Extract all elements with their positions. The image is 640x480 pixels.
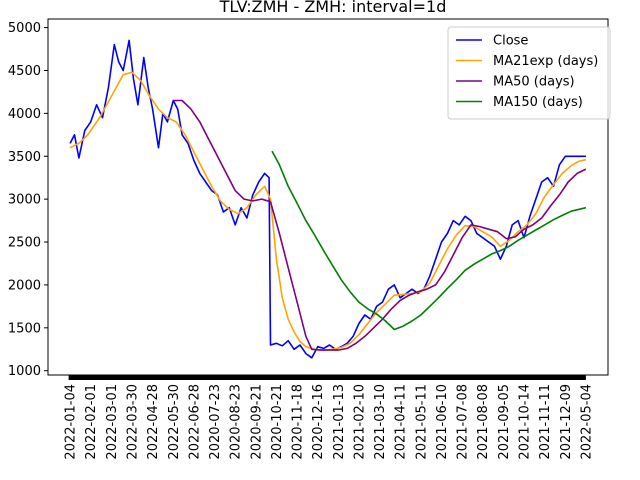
y-tick-label: 2500 (8, 236, 41, 251)
y-tick-label: 3500 (8, 150, 41, 165)
x-tick-label: 2022-04-28 (146, 384, 161, 460)
x-tick-label: 2021-05-11 (414, 384, 429, 460)
chart-title: TLV:ZMH - ZMH: interval=1d (219, 0, 447, 16)
x-tick-label: 2020-12-16 (311, 384, 326, 460)
y-tick-label: 1000 (8, 364, 41, 379)
x-tick-label: 2020-10-21 (270, 384, 285, 460)
x-tick-label: 2021-04-11 (394, 384, 409, 460)
y-tick-label: 4500 (8, 64, 41, 79)
series-line-ma50-days (173, 99, 587, 351)
legend-box (447, 26, 611, 120)
x-tick-band (68, 375, 586, 380)
x-tick-label: 2020-11-18 (291, 384, 306, 460)
x-tick-label: 2020-09-21 (249, 384, 264, 460)
y-axis: 1000 1500 2000 2500 3000 3500 4000 4500 5000 (8, 21, 48, 379)
legend: Close MA21exp (days) MA50 (days) MA150 (day… (447, 26, 611, 120)
legend-label: MA150 (days) (493, 95, 583, 110)
legend-label: MA50 (days) (493, 75, 575, 90)
x-tick-label: 2022-05-04 (579, 384, 594, 460)
x-tick-label: 2022-06-28 (187, 384, 202, 460)
x-tick-label: 2021-08-08 (476, 384, 491, 460)
y-tick-label: 5000 (8, 21, 41, 36)
x-tick-label: 2021-10-14 (518, 384, 533, 460)
x-tick-label: 2021-09-05 (497, 384, 512, 460)
legend-label: MA21exp (days) (493, 54, 598, 69)
x-tick-label: 2021-01-13 (332, 384, 347, 460)
x-tick-label: 2022-03-30 (126, 384, 141, 460)
x-tick-label: 2021-06-10 (435, 384, 450, 460)
x-tick-label: 2020-07-23 (208, 384, 223, 460)
x-tick-label: 2021-02-10 (352, 384, 367, 460)
x-axis: 2022-01-04 2022-02-01 2022-03-01 2022-03-30… (64, 375, 594, 460)
x-tick-label: 2022-02-01 (84, 384, 99, 460)
x-tick-label: 2021-11-11 (538, 384, 553, 460)
y-tick-label: 3000 (8, 193, 41, 208)
plot-area (69, 39, 587, 359)
x-tick-label: 2022-01-04 (64, 384, 79, 460)
x-tick-label: 2022-03-01 (105, 384, 120, 460)
x-tick-label: 2020-08-23 (229, 384, 244, 460)
y-tick-label: 1500 (8, 321, 41, 336)
x-tick-label: 2021-12-09 (559, 384, 574, 460)
legend-label: Close (493, 34, 528, 49)
y-tick-label: 4000 (8, 107, 41, 122)
series-layer (69, 39, 587, 359)
series-line-ma150-days (271, 150, 587, 331)
x-tick-label: 2021-03-10 (373, 384, 388, 460)
x-tick-label: 2021-07-08 (456, 384, 471, 460)
x-tick-label: 2022-05-30 (167, 384, 182, 460)
series-line-close (69, 39, 586, 359)
y-tick-label: 2000 (8, 278, 41, 293)
